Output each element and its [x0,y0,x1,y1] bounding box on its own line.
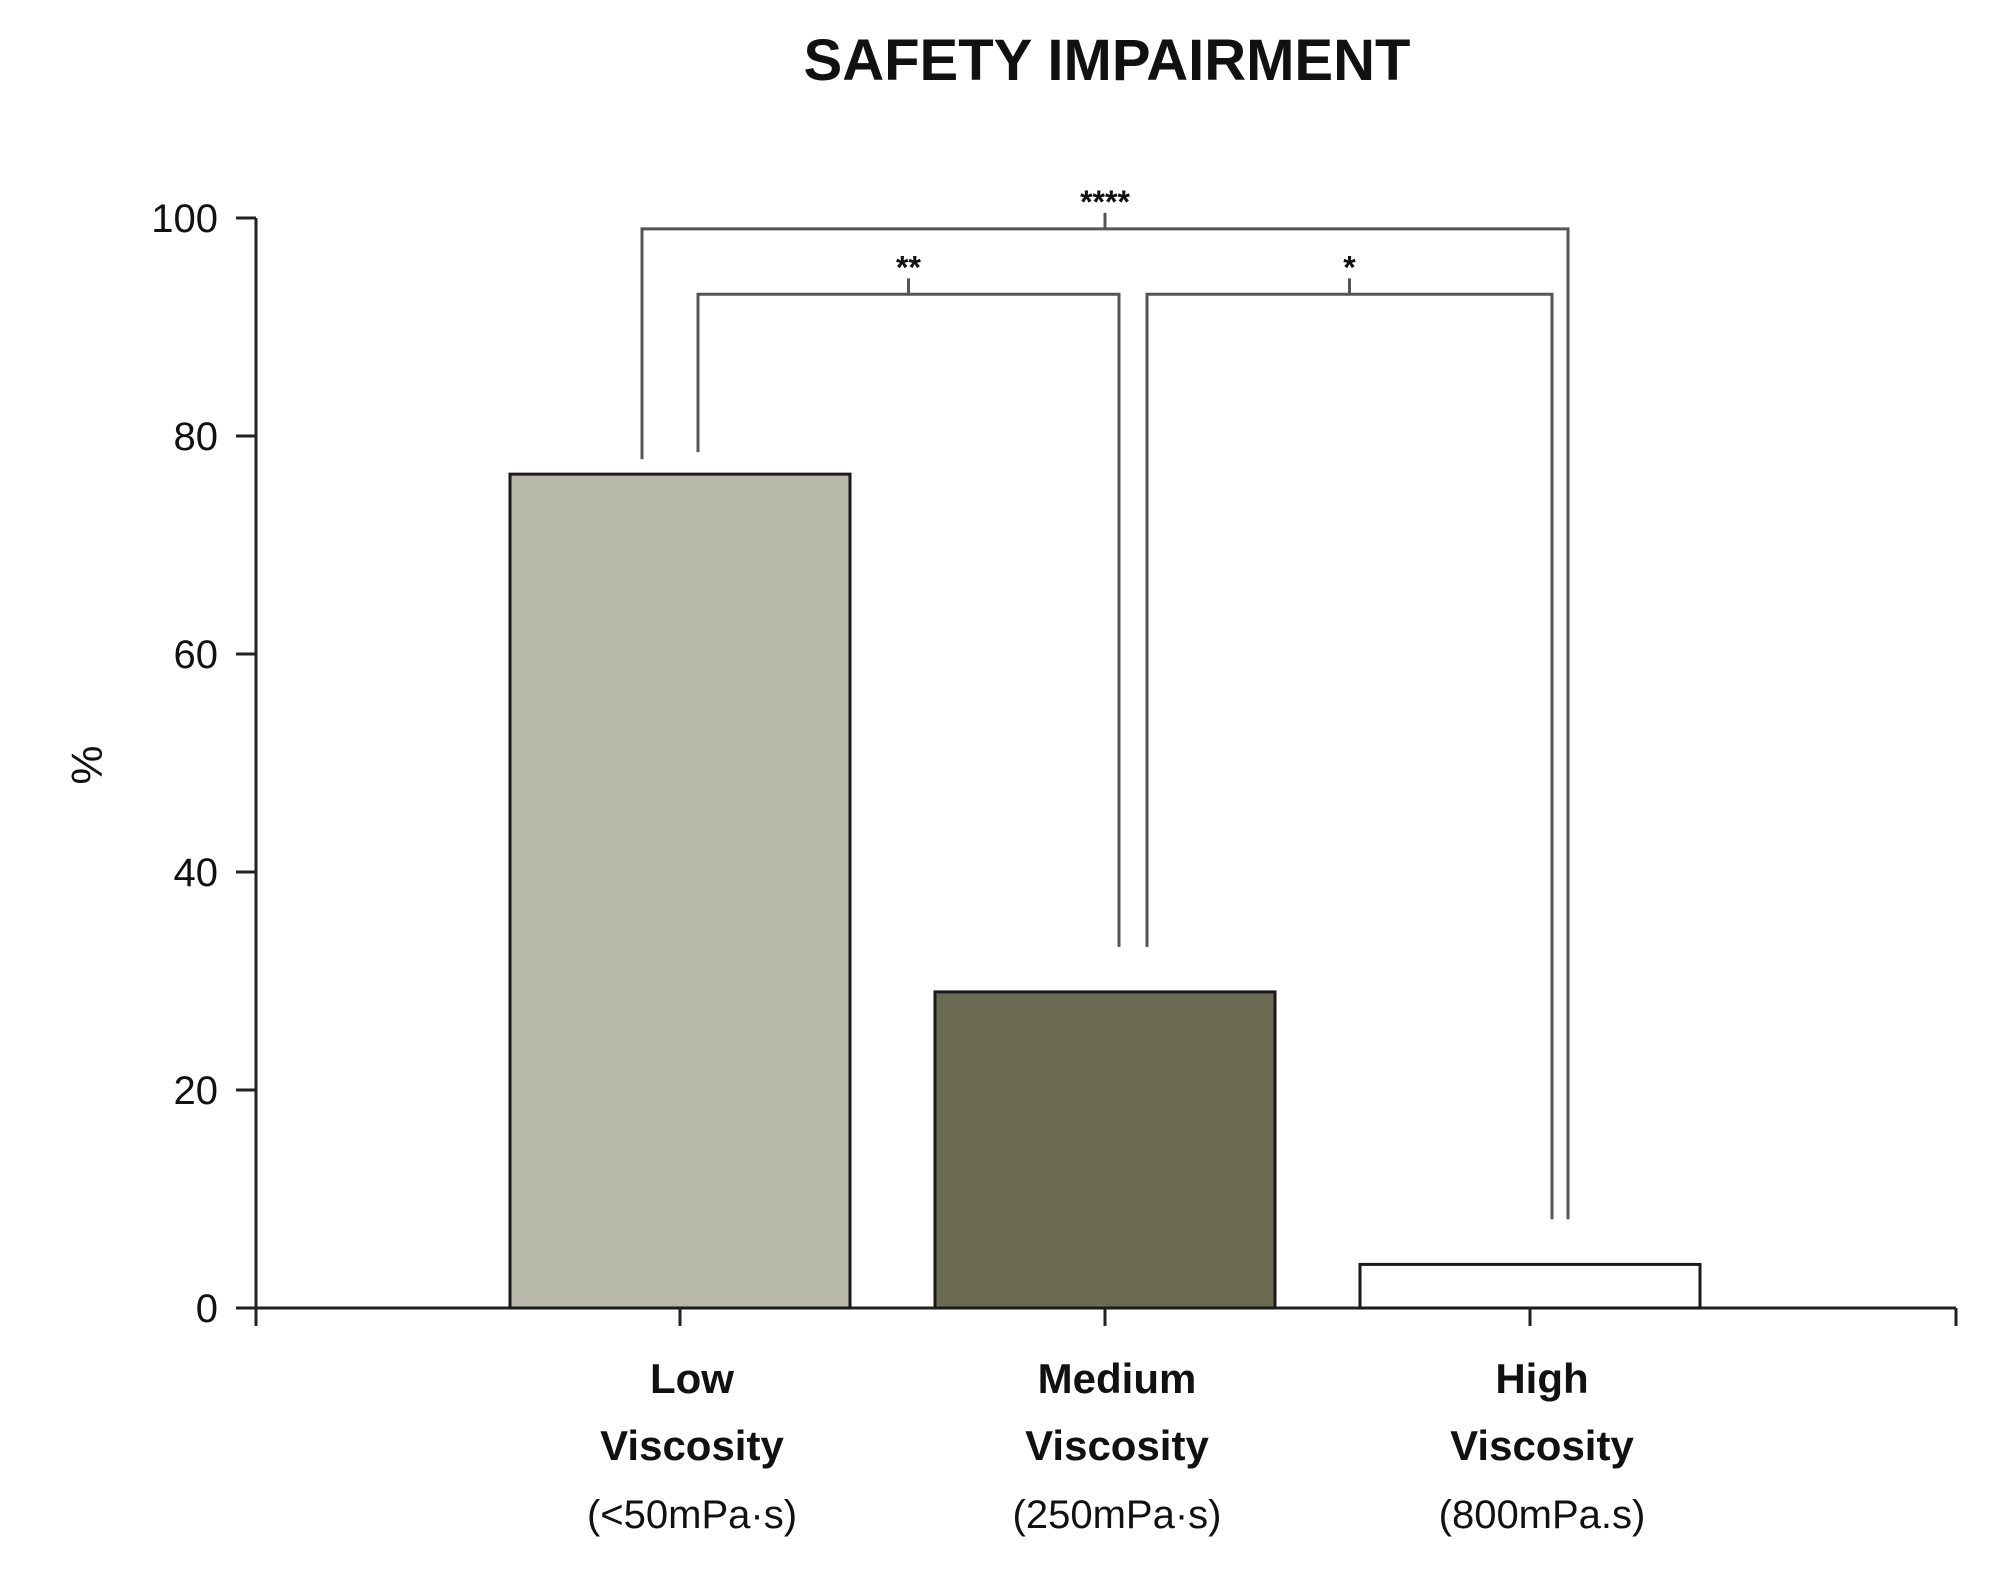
category-label-line: Viscosity [600,1422,784,1469]
category-label-sub: (<50mPa·s) [587,1493,797,1537]
category-label-sub: (250mPa·s) [1013,1493,1222,1537]
bar-2 [1358,1262,1702,1310]
bars [508,472,1702,1310]
y-tick-label: 20 [174,1069,219,1113]
category-labels: Low Viscosity (<50mPa·s) Medium Viscosity (25… [587,1355,1645,1537]
category-label-line: High [1495,1355,1588,1402]
y-tick-label: 80 [174,415,219,459]
y-axis-label: % [62,745,111,784]
significance-label: **** [1080,184,1130,220]
category-label-line: Viscosity [1025,1422,1209,1469]
category-label-sub: (800mPa.s) [1439,1493,1646,1537]
bar-1 [933,990,1277,1310]
y-tick-label: 0 [196,1287,218,1331]
significance-brackets: ****** * [640,184,1570,1220]
y-tick-label: 40 [174,851,219,895]
bar-0 [508,472,852,1310]
y-ticks: 0 20 40 60 80 100 [151,197,256,1331]
y-tick-label: 100 [151,197,218,241]
y-tick-label: 60 [174,633,219,677]
chart-title: SAFETY IMPAIRMENT [804,28,1411,93]
significance-label: ** [896,249,921,285]
x-ticks [254,1308,1958,1326]
category-label-line: Medium [1038,1355,1197,1402]
category-label-line: Viscosity [1450,1422,1634,1469]
significance-label: * [1343,249,1356,285]
category-label-line: Low [650,1355,734,1402]
